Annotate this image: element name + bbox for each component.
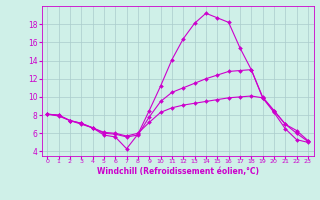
X-axis label: Windchill (Refroidissement éolien,°C): Windchill (Refroidissement éolien,°C) — [97, 167, 259, 176]
